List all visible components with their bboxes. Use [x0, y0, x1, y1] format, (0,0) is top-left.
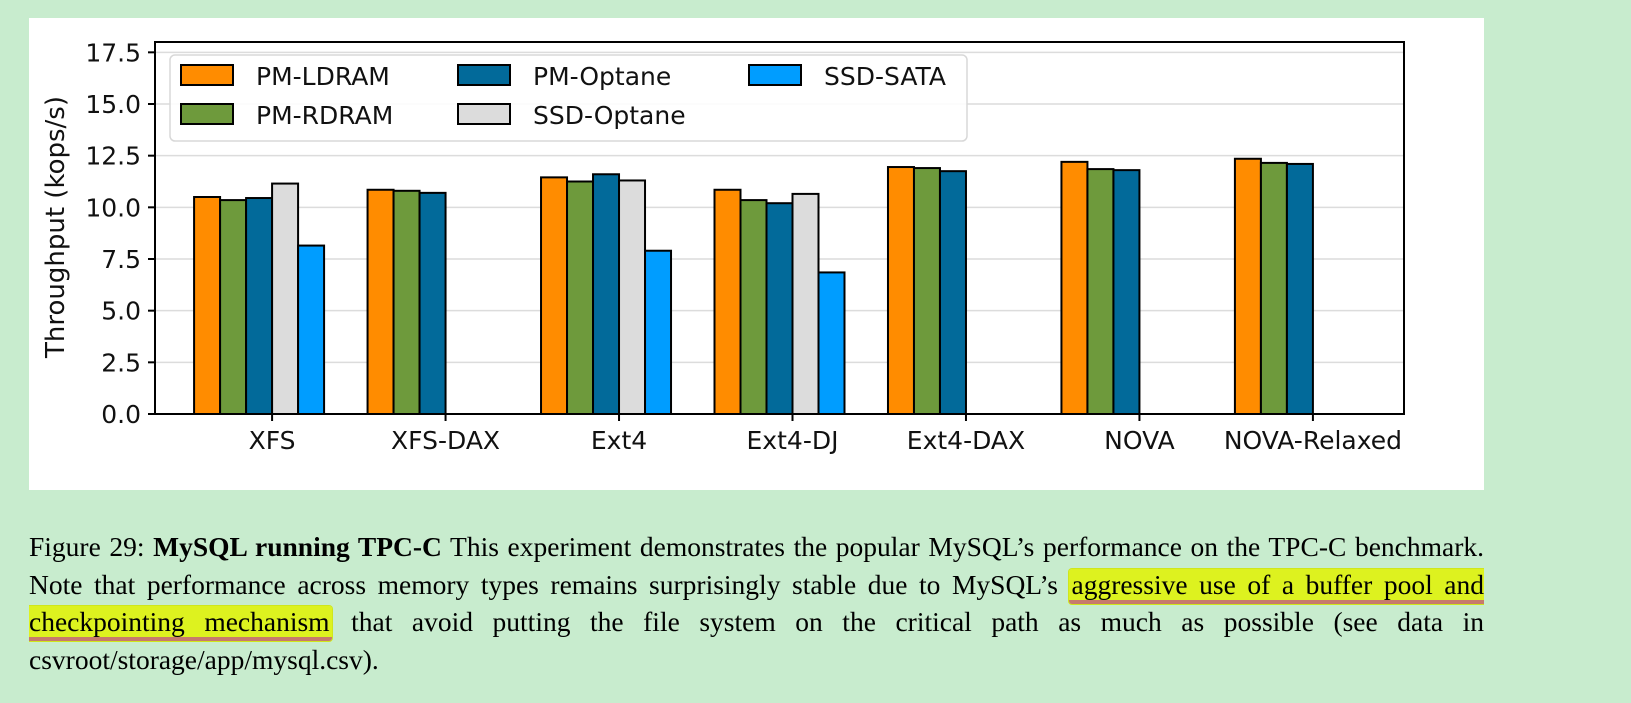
bar-pm-optane-nova	[1112, 169, 1141, 415]
y-axis-title: Throughput (kops/s)	[41, 96, 71, 359]
bar-ssd-optane-ext4	[618, 179, 647, 415]
bar-pm-optane-ext4-dax	[938, 170, 967, 415]
legend-swatch	[180, 64, 234, 86]
bars	[193, 157, 1365, 415]
figure-caption: Figure 29: MySQL running TPC-C This expe…	[29, 528, 1484, 678]
bar-pm-rdram-nova	[1086, 168, 1115, 415]
x-tick-label: NOVA-Relaxed	[1224, 426, 1402, 455]
legend-label: SSD-SATA	[824, 62, 946, 91]
legend-label: SSD-Optane	[533, 101, 686, 130]
y-tick-label: 2.5	[101, 348, 141, 377]
bar-pm-ldram-nova	[1060, 160, 1089, 415]
x-tick-label: NOVA	[1104, 426, 1175, 455]
x-axis-ticks: XFS XFS-DAX Ext4 Ext4-DJ Ext4-DAX NOVA NOVA-Re…	[249, 414, 1402, 455]
legend-label: PM-LDRAM	[256, 62, 390, 91]
bar-pm-optane-ext4	[592, 173, 621, 415]
y-tick-label: 10.0	[85, 193, 141, 222]
bar-ssd-optane-ext4-dj	[791, 192, 820, 415]
x-tick-label: Ext4-DAX	[907, 426, 1025, 455]
bar-ssd-sata-ext4	[644, 249, 673, 415]
caption-text: This experiment demonstrates the popular…	[29, 531, 1484, 600]
y-tick-label: 17.5	[85, 38, 141, 67]
bar-pm-ldram-nova-relaxed	[1233, 157, 1262, 415]
bar-pm-rdram-nova-relaxed	[1259, 161, 1288, 415]
plot-frame	[154, 41, 1405, 415]
y-tick-label: 0.0	[101, 400, 141, 429]
bar-pm-rdram-xfs-dax	[392, 189, 421, 415]
bar-ssd-optane-xfs	[271, 182, 300, 415]
bar-ssd-sata-xfs	[297, 244, 326, 415]
bar-pm-ldram-ext4-dax	[886, 166, 915, 415]
bar-pm-optane-xfs-dax	[418, 191, 447, 415]
bar-ssd-sata-ext4-dj	[817, 271, 846, 415]
x-tick-label: XFS	[249, 426, 296, 455]
y-tick-label: 5.0	[101, 297, 141, 326]
bar-pm-rdram-ext4-dax	[912, 167, 941, 415]
bar-pm-optane-xfs	[245, 197, 274, 415]
bar-pm-ldram-ext4-dj	[713, 188, 742, 415]
bar-pm-rdram-xfs	[219, 199, 248, 415]
bar-chart: 0.0 2.5 5.0 7.5 10.0 12.5 15.0 17.5 XFS XFS-DAX E…	[41, 38, 1405, 455]
bar-pm-ldram-xfs-dax	[366, 188, 395, 415]
bar-pm-rdram-ext4	[566, 180, 595, 415]
bar-pm-ldram-ext4	[540, 176, 569, 415]
caption-label: Figure 29:	[29, 531, 154, 562]
y-tick-label: 12.5	[85, 142, 141, 171]
y-tick-label: 15.0	[85, 90, 141, 119]
legend-label: PM-RDRAM	[256, 101, 393, 130]
legend-swatch	[748, 64, 802, 86]
legend-swatch	[180, 103, 234, 125]
y-tick-label: 7.5	[101, 245, 141, 274]
bar-pm-optane-ext4-dj	[765, 202, 794, 415]
legend-swatch	[457, 64, 511, 86]
bar-pm-ldram-xfs	[193, 196, 222, 415]
legend: PM-LDRAM PM-RDRAM PM-Optane SSD-Optane SSD-S…	[169, 54, 968, 142]
legend-label: PM-Optane	[533, 62, 671, 91]
y-axis-ticks: 0.0 2.5 5.0 7.5 10.0 12.5 15.0 17.5	[85, 38, 155, 429]
caption-title: MySQL running TPC-C	[153, 531, 442, 562]
x-tick-label: XFS-DAX	[391, 426, 500, 455]
chart-panel: 0.0 2.5 5.0 7.5 10.0 12.5 15.0 17.5 XFS XFS-DAX E…	[29, 18, 1484, 490]
x-tick-label: Ext4	[591, 426, 647, 455]
bar-pm-rdram-ext4-dj	[739, 199, 768, 415]
legend-swatch	[457, 103, 511, 125]
caption-text-end: that avoid putting the file system on th…	[29, 606, 1484, 675]
x-tick-label: Ext4-DJ	[747, 426, 839, 455]
bar-pm-optane-nova-relaxed	[1285, 162, 1314, 415]
